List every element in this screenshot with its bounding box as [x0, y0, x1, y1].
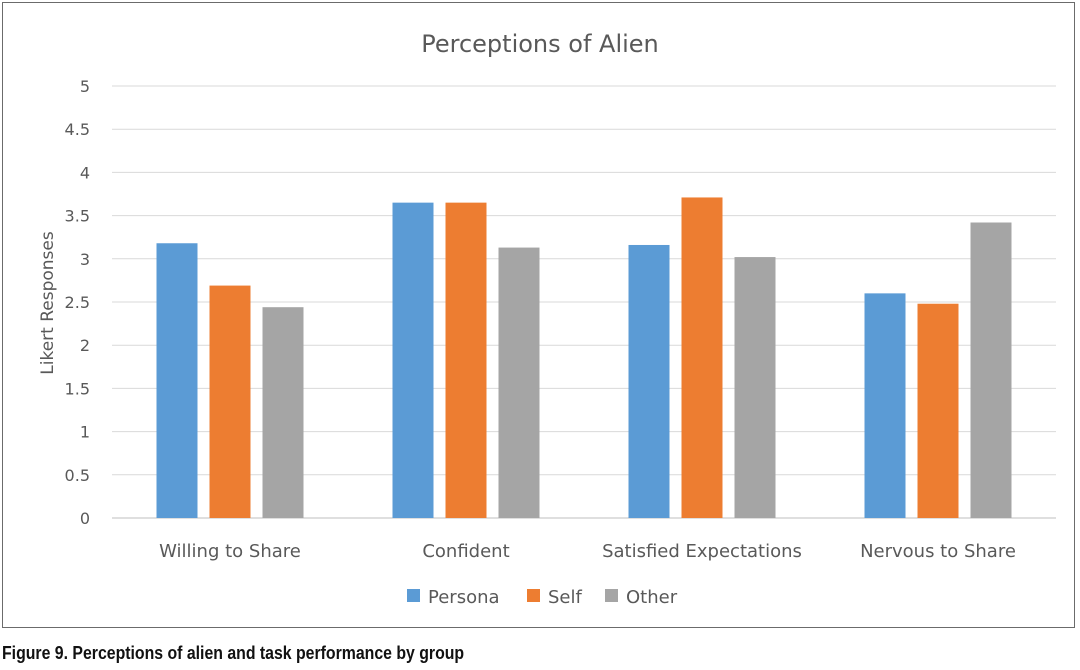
gridlines [112, 85, 1056, 519]
bar-other [262, 307, 304, 518]
bar-persona [628, 244, 670, 518]
y-tick-label: 0.5 [65, 466, 90, 485]
bar-other [498, 247, 540, 518]
chart-title: Perceptions of Alien [421, 30, 659, 58]
bar-persona [392, 202, 434, 518]
legend-label-persona: Persona [428, 587, 500, 608]
y-axis-label: Likert Responses [38, 231, 58, 375]
x-category-label: Satisfied Expectations [602, 541, 802, 562]
bar-self [681, 197, 723, 518]
bar-self [209, 285, 251, 518]
y-axis-ticks: 0 0.5 1 1.5 2 2.5 3 3.5 4 4.5 5 [65, 77, 90, 528]
legend-swatch-persona [407, 589, 420, 602]
y-tick-label: 0 [80, 509, 90, 528]
y-tick-label: 1.5 [65, 379, 90, 398]
bar-persona [864, 293, 906, 518]
y-tick-label: 4 [80, 163, 90, 182]
bars [156, 197, 1012, 519]
y-tick-label: 3.5 [65, 207, 90, 226]
legend-swatch-other [605, 589, 618, 602]
bar-self [445, 202, 487, 518]
legend-label-self: Self [548, 587, 583, 608]
y-tick-label: 2.5 [65, 293, 90, 312]
bar-other [970, 222, 1012, 518]
legend-label-other: Other [626, 587, 678, 608]
bar-self [917, 303, 959, 518]
x-category-label: Willing to Share [159, 541, 301, 562]
bar-other [734, 257, 776, 518]
legend: Persona Self Other [407, 587, 678, 608]
figure-caption: Figure 9. Perceptions of alien and task … [2, 643, 465, 663]
x-axis-categories: Willing to Share Confident Satisfied Expec… [159, 541, 1016, 562]
y-tick-label: 4.5 [65, 120, 90, 139]
y-tick-label: 5 [80, 77, 90, 96]
legend-swatch-self [527, 589, 540, 602]
x-category-label: Confident [422, 541, 509, 562]
y-tick-label: 1 [80, 423, 90, 442]
y-tick-label: 3 [80, 250, 90, 269]
x-category-label: Nervous to Share [860, 541, 1016, 562]
bar-persona [156, 243, 198, 519]
y-tick-label: 2 [80, 336, 90, 355]
bar-chart: Perceptions of Alien Likert Responses 00… [38, 30, 1056, 608]
